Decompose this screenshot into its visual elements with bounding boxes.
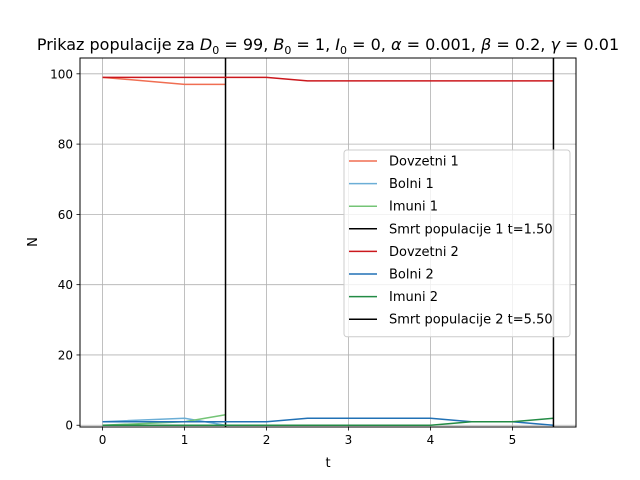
series-line-dovzetni-2 xyxy=(102,76,554,82)
x-tick-label: 5 xyxy=(509,433,517,447)
ticks: 0 1 2 3 4 5 0 20 40 60 80 100 xyxy=(50,67,516,447)
legend-label: Smrt populacije 2 t=5.50 xyxy=(389,313,553,328)
legend-box xyxy=(343,149,571,338)
plot-frame xyxy=(79,57,577,428)
legend-label: Dovzetni 1 xyxy=(389,155,459,170)
legend-label: Dovzetni 2 xyxy=(389,245,459,260)
series-line-imuni-1 xyxy=(102,413,226,426)
y-tick-label: 80 xyxy=(58,138,73,152)
legend-label: Bolni 2 xyxy=(389,268,434,283)
x-axis-label: t xyxy=(325,456,330,471)
x-tick-label: 1 xyxy=(181,433,189,447)
x-tick-label: 0 xyxy=(99,433,107,447)
legend-label: Imuni 1 xyxy=(389,200,438,215)
chart-title: Prikaz populacije za D0 = 99, B0 = 1, I0… xyxy=(37,35,619,57)
y-tick-label: 60 xyxy=(58,208,73,222)
legend-label: Bolni 1 xyxy=(389,177,434,192)
y-tick-label: 0 xyxy=(65,419,73,433)
y-tick-label: 20 xyxy=(58,348,73,362)
legend-label: Smrt populacije 1 t=1.50 xyxy=(389,222,553,237)
x-tick-label: 3 xyxy=(345,433,353,447)
y-axis-label: N xyxy=(26,237,41,247)
legend: Dovzetni 1 Bolni 1 Imuni 1 Smrt populacije … xyxy=(343,149,571,338)
series-line-dovzetni-1 xyxy=(102,76,226,86)
series-line-bolni-1 xyxy=(102,417,226,426)
y-tick-label: 100 xyxy=(50,67,73,81)
x-tick-label: 2 xyxy=(263,433,271,447)
y-tick-label: 40 xyxy=(58,278,73,292)
x-tick-label: 4 xyxy=(427,433,435,447)
series-line-imuni-2 xyxy=(102,417,554,426)
series-layer xyxy=(102,58,555,427)
legend-label: Imuni 2 xyxy=(389,290,438,305)
